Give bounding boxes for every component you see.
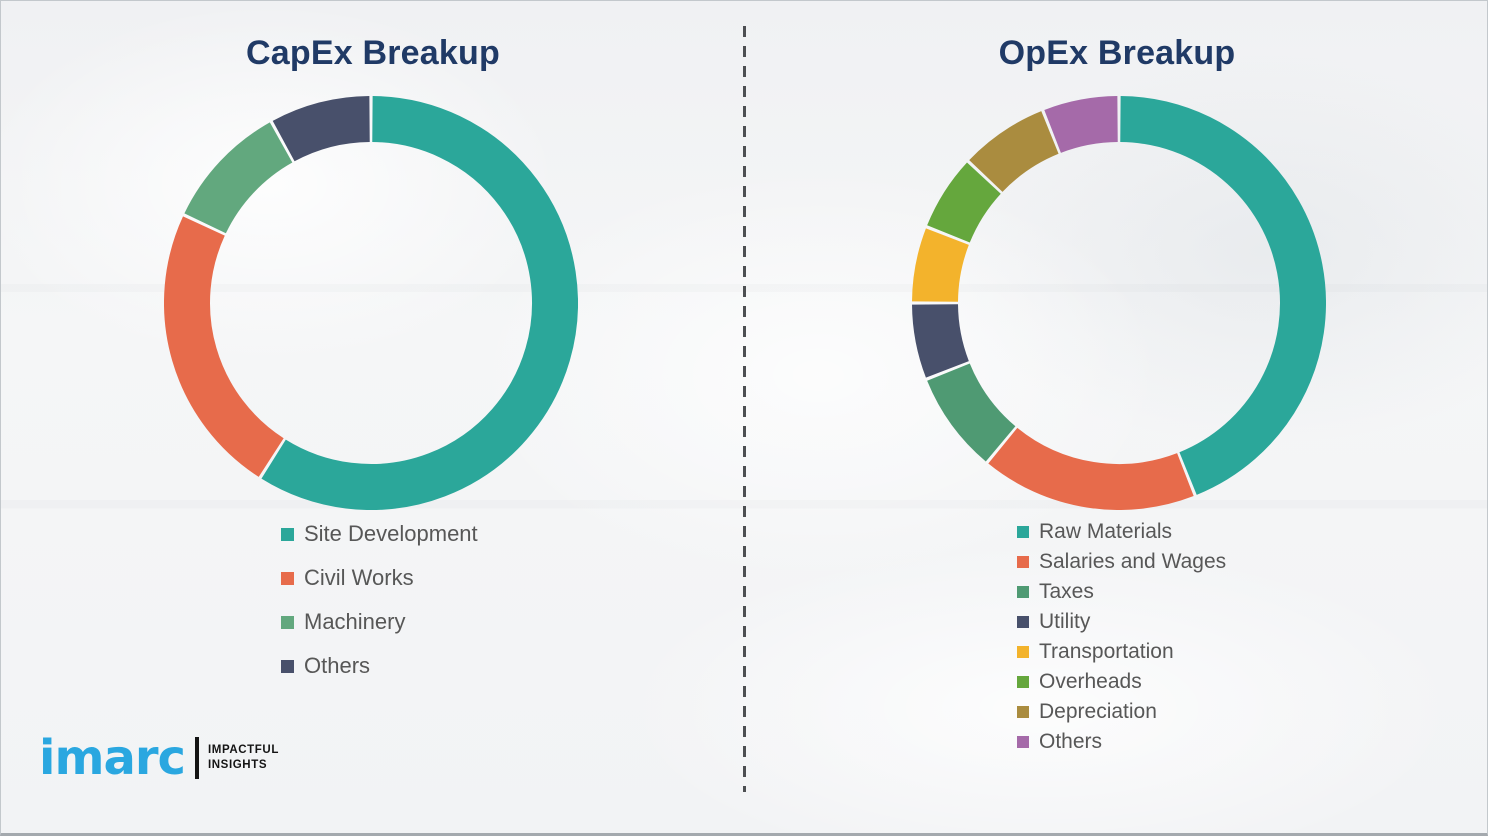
capex-title: CapEx Breakup [246,34,500,72]
legend-item-civil-works: Civil Works [281,556,478,600]
donut-segment-depreciation [969,111,1060,193]
legend-item-depreciation: Depreciation [1017,697,1226,727]
imarc-logo-wordmark: imarc [39,730,186,786]
legend-label: Taxes [1039,580,1094,603]
legend-label: Others [1039,730,1103,753]
legend-label: Raw Materials [1039,520,1173,543]
legend-item-others-opex: Others [1017,727,1226,757]
legend-item-taxes: Taxes [1017,577,1226,607]
donut-segment-others [272,96,371,162]
legend-label: Site Development [304,521,478,546]
legend-item-utility: Utility [1017,607,1226,637]
legend-swatch [1017,526,1029,538]
legend-swatch [281,527,294,541]
donut-segment-site-development [261,96,578,510]
imarc-logo-divider-bar [194,737,199,779]
legend-swatch [1017,676,1029,688]
legend-swatch [281,571,294,585]
legend-label: Others [304,653,371,678]
capex-donut-chart [164,96,578,510]
donut-segment-transportation [912,228,970,303]
opex-title: OpEx Breakup [998,34,1236,72]
imarc-logo-tagline: IMPACTFUL INSIGHTS [208,743,279,773]
legend-item-others-capex: Others [281,644,478,688]
legend-item-transportation: Transportation [1017,637,1226,667]
legend-label: Civil Works [304,565,414,590]
donut-segment-overheads [927,162,1002,244]
donut-segment-civil-works [164,216,285,477]
legend-swatch [1017,706,1029,718]
legend-swatch [281,659,294,673]
legend-item-site-development: Site Development [281,512,478,556]
imarc-tagline-line1: IMPACTFUL [207,744,279,757]
legend-swatch [1017,556,1029,568]
donut-segment-others [1044,96,1119,154]
donut-segment-raw-materials [1120,96,1326,495]
legend-swatch [281,615,294,629]
legend-item-machinery: Machinery [281,600,478,644]
legend-swatch [1017,646,1029,658]
legend-label: Transportation [1039,640,1174,663]
legend-item-raw-materials: Raw Materials [1017,517,1226,547]
legend-label: Depreciation [1039,700,1157,723]
donut-segment-salaries-and-wages [988,427,1194,510]
donut-segment-machinery [184,122,293,234]
legend-swatch [1017,736,1029,748]
legend-swatch [1017,586,1029,598]
legend-label: Machinery [304,609,406,634]
legend-label: Utility [1039,610,1091,633]
legend-label: Salaries and Wages [1039,550,1227,573]
legend-item-salaries-and-wages: Salaries and Wages [1017,547,1226,577]
imarc-tagline-line2: INSIGHTS [207,759,268,771]
legend-label: Overheads [1039,670,1142,693]
vertical-dashed-divider [743,26,746,792]
legend-item-overheads: Overheads [1017,667,1226,697]
donut-segment-taxes [927,362,1016,462]
opex-legend: Raw Materials Salaries and Wages Taxes U… [1017,517,1226,757]
capex-legend: Site Development Civil Works Machinery O… [281,512,478,688]
legend-swatch [1017,616,1029,628]
imarc-logo: imarc IMPACTFUL INSIGHTS [39,734,279,782]
donut-segment-utility [912,303,970,378]
opex-donut-chart [912,96,1326,510]
